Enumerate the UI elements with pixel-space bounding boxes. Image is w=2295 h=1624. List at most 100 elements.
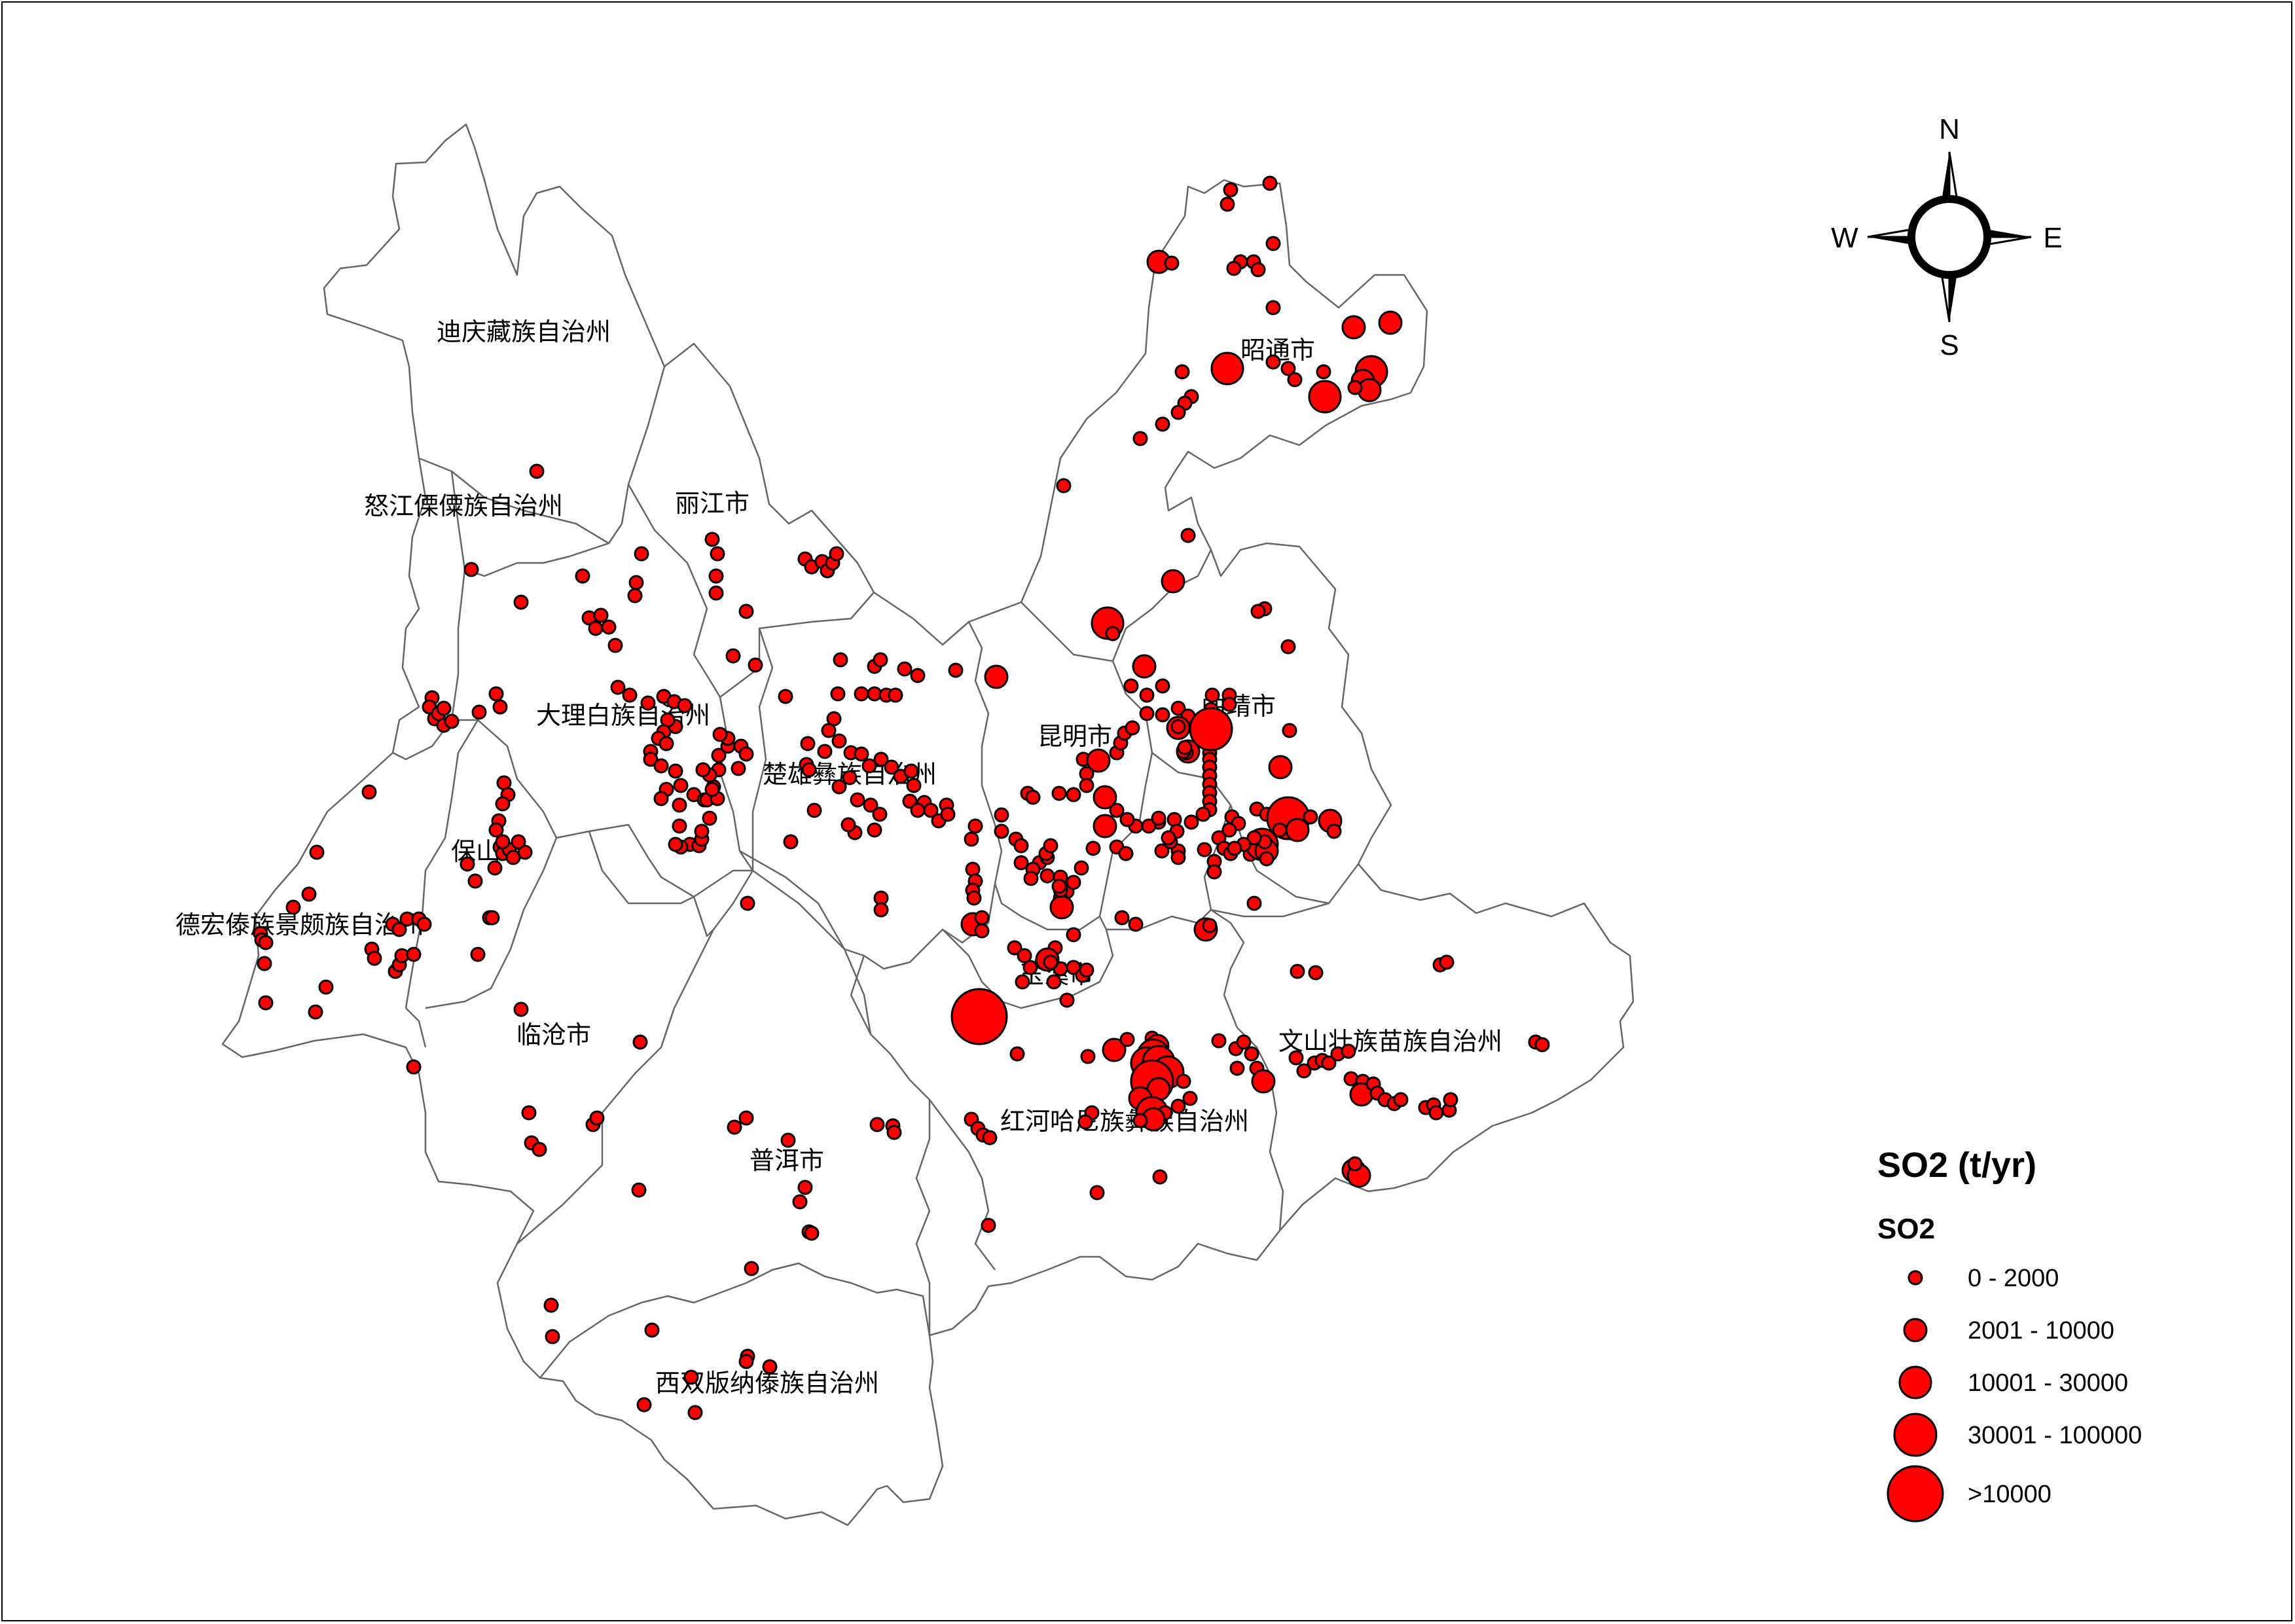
so2-source-marker bbox=[1161, 830, 1176, 846]
so2-source-marker bbox=[1170, 1098, 1186, 1114]
legend-items: 0 - 2000 2001 - 10000 10001 - 30000 30001 -… bbox=[1887, 1265, 2142, 1523]
so2-source-marker bbox=[1017, 948, 1032, 964]
legend-subtitle: SO2 bbox=[1877, 1213, 1935, 1245]
so2-source-marker bbox=[1164, 255, 1180, 271]
legend-item: 10001 - 30000 bbox=[1898, 1365, 2128, 1399]
so2-source-marker bbox=[1223, 182, 1238, 198]
so2-source-marker bbox=[873, 652, 888, 668]
region-label: 红河哈尼族彝族自治州 bbox=[1000, 1107, 1249, 1136]
compass-ring bbox=[1907, 195, 1991, 279]
so2-source-marker bbox=[672, 818, 687, 834]
so2-source-marker bbox=[873, 902, 889, 918]
legend-symbol bbox=[1893, 1413, 1938, 1457]
so2-source-marker bbox=[1220, 196, 1235, 212]
so2-source-marker bbox=[984, 664, 1009, 689]
so2-source-marker bbox=[1023, 871, 1039, 886]
so2-source-marker bbox=[285, 899, 301, 915]
so2-source-marker bbox=[444, 713, 460, 729]
so2-source-marker bbox=[1280, 361, 1296, 376]
so2-source-marker bbox=[829, 546, 844, 562]
so2-source-marker bbox=[1204, 687, 1220, 703]
so2-source-marker bbox=[694, 823, 710, 839]
so2-source-marker bbox=[677, 698, 693, 713]
so2-source-marker bbox=[738, 1354, 754, 1369]
so2-source-marker bbox=[1155, 416, 1170, 432]
so2-source-marker bbox=[463, 562, 479, 577]
so2-source-marker bbox=[588, 621, 604, 636]
region-label: 怒江傈僳族自治州 bbox=[364, 492, 563, 520]
so2-source-marker bbox=[668, 763, 683, 779]
legend-symbol bbox=[1903, 1318, 1928, 1343]
so2-source-marker bbox=[521, 1105, 537, 1121]
so2-source-marker bbox=[708, 568, 724, 584]
so2-source-marker bbox=[704, 532, 720, 547]
so2-source-marker bbox=[1182, 1091, 1198, 1106]
so2-source-marker bbox=[1009, 1046, 1025, 1062]
so2-source-marker bbox=[974, 923, 990, 939]
so2-source-marker bbox=[831, 779, 847, 795]
so2-source-marker bbox=[1123, 678, 1139, 694]
so2-source-marker bbox=[1265, 300, 1281, 316]
legend-symbol bbox=[1887, 1465, 1944, 1523]
legend: SO2 (t/yr) SO2 0 - 2000 2001 - 10000 10001… bbox=[1877, 1146, 2142, 1523]
so2-source-marker bbox=[673, 778, 689, 793]
so2-source-marker bbox=[622, 687, 638, 703]
so2-source-marker bbox=[1161, 569, 1185, 594]
so2-source-marker bbox=[867, 822, 882, 838]
so2-source-marker bbox=[861, 758, 877, 774]
boundary-dali-east bbox=[719, 696, 754, 871]
so2-source-marker bbox=[1051, 878, 1067, 894]
boundary-nujiang bbox=[450, 471, 609, 577]
so2-source-marker bbox=[744, 1261, 759, 1276]
boundary-dehong bbox=[405, 1007, 427, 1048]
so2-source-marker bbox=[731, 761, 746, 776]
so2-source-marker bbox=[1296, 1063, 1312, 1079]
so2-source-marker bbox=[593, 607, 609, 623]
so2-source-marker bbox=[1347, 1156, 1363, 1172]
so2-source-marker bbox=[318, 979, 334, 995]
so2-source-marker bbox=[1119, 812, 1135, 827]
so2-source-marker bbox=[1308, 380, 1342, 414]
so2-source-marker bbox=[1013, 838, 1029, 854]
so2-source-marker bbox=[1393, 1092, 1409, 1108]
so2-source-marker bbox=[1195, 806, 1211, 822]
so2-source-marker bbox=[1226, 261, 1242, 276]
so2-markers bbox=[253, 175, 1550, 1420]
so2-source-marker bbox=[636, 1397, 652, 1413]
prefecture-boundaries bbox=[221, 123, 1635, 1526]
so2-source-marker bbox=[1059, 992, 1075, 1008]
so2-source-marker bbox=[1139, 687, 1155, 703]
so2-source-marker bbox=[1093, 814, 1117, 839]
so2-source-marker bbox=[783, 834, 799, 850]
so2-source-marker bbox=[1151, 810, 1166, 826]
so2-source-marker bbox=[659, 736, 674, 751]
so2-source-marker bbox=[1074, 860, 1089, 876]
so2-source-marker bbox=[484, 910, 500, 926]
so2-source-marker bbox=[391, 922, 407, 937]
boundary-yuxi bbox=[942, 916, 1114, 1009]
so2-source-marker bbox=[1174, 364, 1190, 380]
compass-letter-n: N bbox=[1939, 113, 1960, 145]
compass-needle-west-light bbox=[1867, 228, 1915, 238]
region-label: 德宏傣族景颇族自治州 bbox=[175, 911, 424, 939]
boundary-lijiang bbox=[627, 484, 875, 698]
so2-source-marker bbox=[361, 784, 377, 800]
so2-source-marker bbox=[1170, 850, 1186, 865]
so2-source-marker bbox=[780, 1132, 796, 1148]
boundary-wenshan bbox=[1210, 902, 1329, 918]
so2-source-marker bbox=[830, 686, 846, 702]
so2-source-marker bbox=[632, 1034, 648, 1050]
so2-source-marker bbox=[1244, 1046, 1259, 1062]
so2-source-marker bbox=[738, 604, 754, 619]
so2-source-marker bbox=[1282, 723, 1297, 738]
so2-source-marker bbox=[1259, 851, 1274, 867]
so2-source-marker bbox=[258, 935, 274, 950]
so2-source-marker bbox=[1132, 431, 1148, 446]
so2-source-marker bbox=[1428, 1105, 1444, 1121]
so2-source-marker bbox=[1051, 785, 1067, 801]
so2-source-marker bbox=[1102, 1038, 1127, 1062]
so2-source-marker bbox=[460, 856, 475, 872]
so2-source-marker bbox=[1290, 964, 1305, 979]
so2-source-marker bbox=[1268, 755, 1293, 780]
so2-source-marker bbox=[1443, 1092, 1458, 1108]
